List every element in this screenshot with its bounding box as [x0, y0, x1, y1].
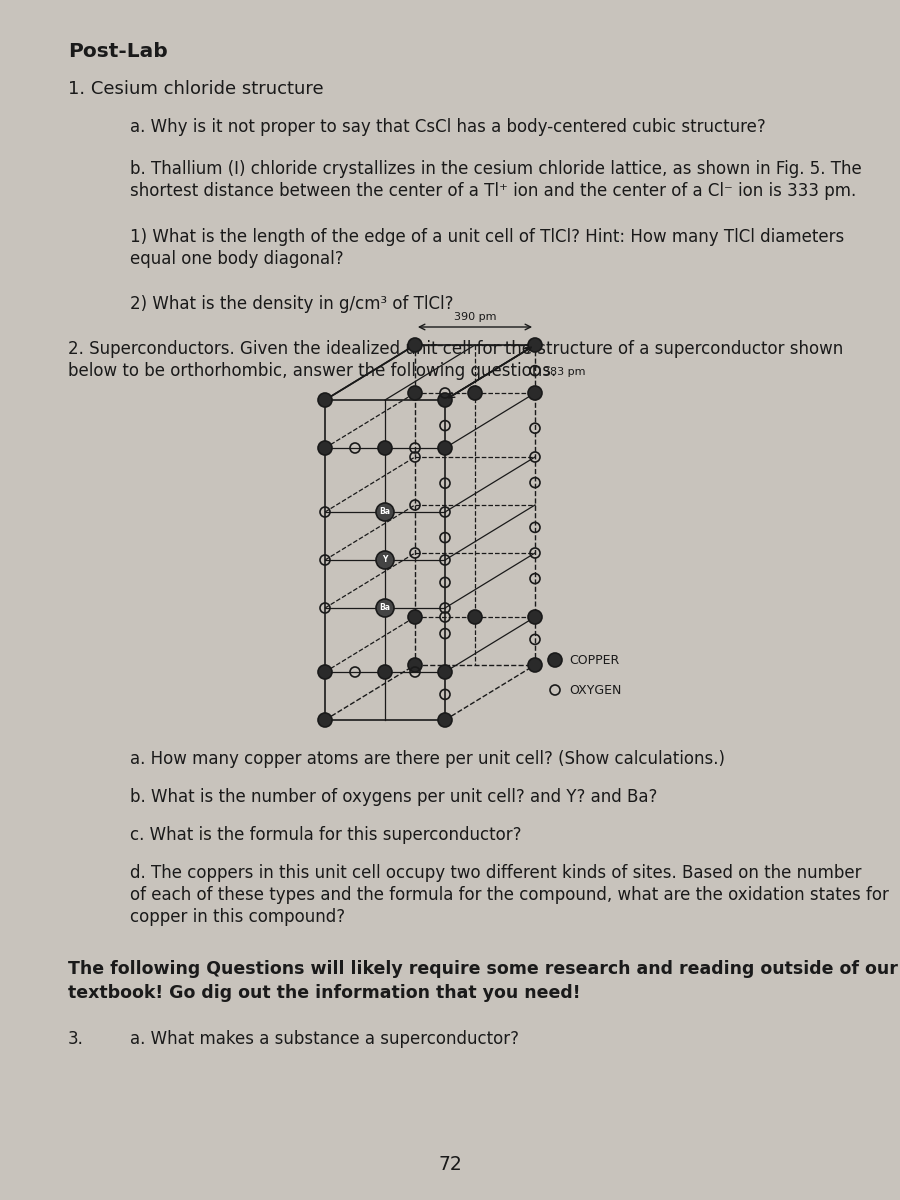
Circle shape [378, 665, 392, 679]
Text: 2) What is the density in g/cm³ of TlCl?: 2) What is the density in g/cm³ of TlCl? [130, 295, 454, 313]
Circle shape [408, 338, 422, 352]
Text: Ba: Ba [380, 604, 391, 612]
Circle shape [318, 440, 332, 455]
Text: Y: Y [382, 556, 388, 564]
Text: copper in this compound?: copper in this compound? [130, 908, 345, 926]
Text: c. What is the formula for this superconductor?: c. What is the formula for this supercon… [130, 826, 521, 844]
Text: below to be orthorhombic, answer the following questions.: below to be orthorhombic, answer the fol… [68, 362, 556, 380]
Text: 383 pm: 383 pm [543, 367, 586, 377]
Circle shape [528, 386, 542, 400]
Text: 72: 72 [438, 1154, 462, 1174]
Circle shape [408, 658, 422, 672]
Text: 1. Cesium chloride structure: 1. Cesium chloride structure [68, 80, 324, 98]
Text: 2. Superconductors. Given the idealized unit cell for the structure of a superco: 2. Superconductors. Given the idealized … [68, 340, 843, 358]
Text: 1) What is the length of the edge of a unit cell of TlCl? Hint: How many TlCl di: 1) What is the length of the edge of a u… [130, 228, 844, 246]
Circle shape [548, 653, 562, 667]
Circle shape [468, 610, 482, 624]
Text: b. What is the number of oxygens per unit cell? and Y? and Ba?: b. What is the number of oxygens per uni… [130, 788, 657, 806]
Circle shape [438, 665, 452, 679]
Text: Ba: Ba [380, 508, 391, 516]
Circle shape [438, 440, 452, 455]
Text: COPPER: COPPER [569, 654, 619, 666]
Circle shape [318, 713, 332, 727]
Text: 3.: 3. [68, 1030, 84, 1048]
Text: 390 pm: 390 pm [454, 312, 496, 322]
Circle shape [438, 713, 452, 727]
Circle shape [528, 610, 542, 624]
Text: shortest distance between the center of a Tl⁺ ion and the center of a Cl⁻ ion is: shortest distance between the center of … [130, 182, 856, 200]
Circle shape [376, 599, 394, 617]
Text: The following Questions will likely require some research and reading outside of: The following Questions will likely requ… [68, 960, 898, 978]
Text: equal one body diagonal?: equal one body diagonal? [130, 250, 344, 268]
Text: Post-Lab: Post-Lab [68, 42, 167, 61]
Circle shape [318, 392, 332, 407]
Circle shape [376, 551, 394, 569]
Text: textbook! Go dig out the information that you need!: textbook! Go dig out the information tha… [68, 984, 580, 1002]
Text: a. How many copper atoms are there per unit cell? (Show calculations.): a. How many copper atoms are there per u… [130, 750, 725, 768]
Circle shape [318, 665, 332, 679]
Circle shape [438, 392, 452, 407]
Circle shape [376, 503, 394, 521]
Circle shape [408, 386, 422, 400]
Text: b. Thallium (I) chloride crystallizes in the cesium chloride lattice, as shown i: b. Thallium (I) chloride crystallizes in… [130, 160, 862, 178]
Text: a. Why is it not proper to say that CsCl has a body-centered cubic structure?: a. Why is it not proper to say that CsCl… [130, 118, 766, 136]
Circle shape [528, 338, 542, 352]
Text: d. The coppers in this unit cell occupy two different kinds of sites. Based on t: d. The coppers in this unit cell occupy … [130, 864, 861, 882]
Text: of each of these types and the formula for the compound, what are the oxidation : of each of these types and the formula f… [130, 886, 889, 904]
Text: a. What makes a substance a superconductor?: a. What makes a substance a superconduct… [130, 1030, 519, 1048]
Circle shape [528, 658, 542, 672]
Circle shape [468, 386, 482, 400]
Circle shape [378, 440, 392, 455]
Circle shape [408, 610, 422, 624]
Text: OXYGEN: OXYGEN [569, 684, 621, 696]
